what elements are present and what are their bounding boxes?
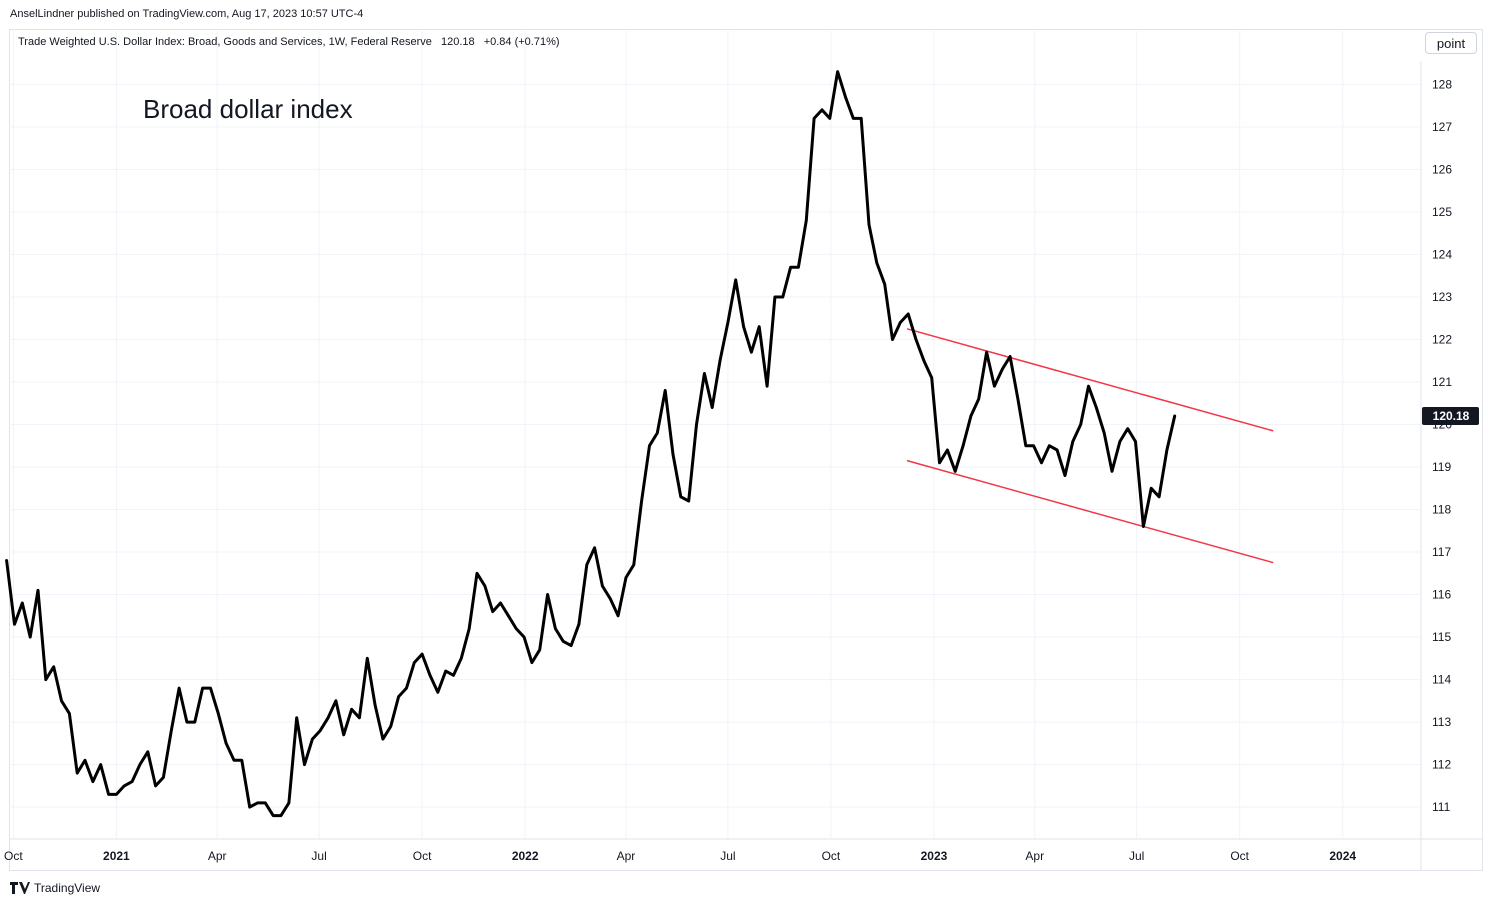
x-tick-label: 2021 (103, 849, 130, 863)
legend-last-value: 120.18 (440, 36, 475, 48)
y-tick-label: 121 (1432, 375, 1452, 389)
y-tick-label: 122 (1432, 332, 1452, 346)
y-tick-label: 127 (1432, 120, 1452, 134)
x-tick-label: Apr (617, 849, 636, 863)
y-tick-label: 124 (1432, 247, 1452, 261)
x-tick-label: Jul (311, 849, 326, 863)
brand-label: TradingView (34, 881, 101, 895)
y-tick-label: 115 (1432, 630, 1451, 644)
x-tick-label: Oct (822, 849, 841, 863)
x-tick-label: 2024 (1329, 849, 1356, 863)
x-tick-label: 2022 (512, 849, 539, 863)
chart-frame (9, 29, 1483, 871)
x-tick-label: Apr (208, 849, 227, 863)
y-tick-label: 119 (1432, 460, 1451, 474)
y-tick-label: 111 (1432, 800, 1451, 814)
y-tick-label: 116 (1432, 588, 1451, 602)
x-tick-label: Jul (720, 849, 735, 863)
x-tick-label: Jul (1129, 849, 1144, 863)
x-tick-label: Apr (1025, 849, 1044, 863)
svg-text:120.18: 120.18 (1433, 409, 1470, 423)
x-tick-label: 2023 (921, 849, 948, 863)
legend-change: +0.84 (+0.71%) (483, 36, 560, 48)
y-tick-label: 113 (1432, 715, 1451, 729)
series-line-dollar-index (5, 70, 1177, 818)
y-tick-label: 123 (1432, 290, 1452, 304)
tradingview-brand: TradingView (10, 881, 100, 895)
legend-symbol: Trade Weighted U.S. Dollar Index: Broad,… (18, 36, 432, 48)
trendline-lower[interactable] (906, 459, 1274, 564)
y-tick-label: 114 (1432, 673, 1451, 687)
x-tick-label: Oct (4, 849, 23, 863)
x-tick-label: Oct (1230, 849, 1249, 863)
price-axis: 1111121131141151161171181191201211221231… (1432, 77, 1452, 814)
chart-annotation-text[interactable]: Broad dollar index (143, 94, 353, 124)
scale-mode-button[interactable]: point (1425, 32, 1477, 54)
publisher-info: AnselLindner published on TradingView.co… (10, 8, 364, 20)
y-tick-label: 112 (1432, 758, 1451, 772)
series-legend: Trade Weighted U.S. Dollar Index: Broad,… (18, 36, 566, 48)
y-tick-label: 125 (1432, 205, 1452, 219)
y-tick-label: 118 (1432, 503, 1451, 517)
chart-grid (9, 31, 1420, 839)
time-axis: Oct 2021 Apr Jul Oct 2022 Apr Jul Oct 2023 Apr Jul O… (4, 849, 1356, 863)
last-price-badge: 120.18 (1422, 406, 1479, 425)
tradingview-logo-icon (10, 882, 30, 894)
y-tick-label: 117 (1432, 545, 1451, 559)
trendline-group (906, 328, 1274, 564)
x-tick-label: Oct (413, 849, 432, 863)
trendline-upper[interactable] (906, 328, 1274, 432)
y-tick-label: 126 (1432, 162, 1452, 176)
y-tick-label: 128 (1432, 77, 1452, 91)
